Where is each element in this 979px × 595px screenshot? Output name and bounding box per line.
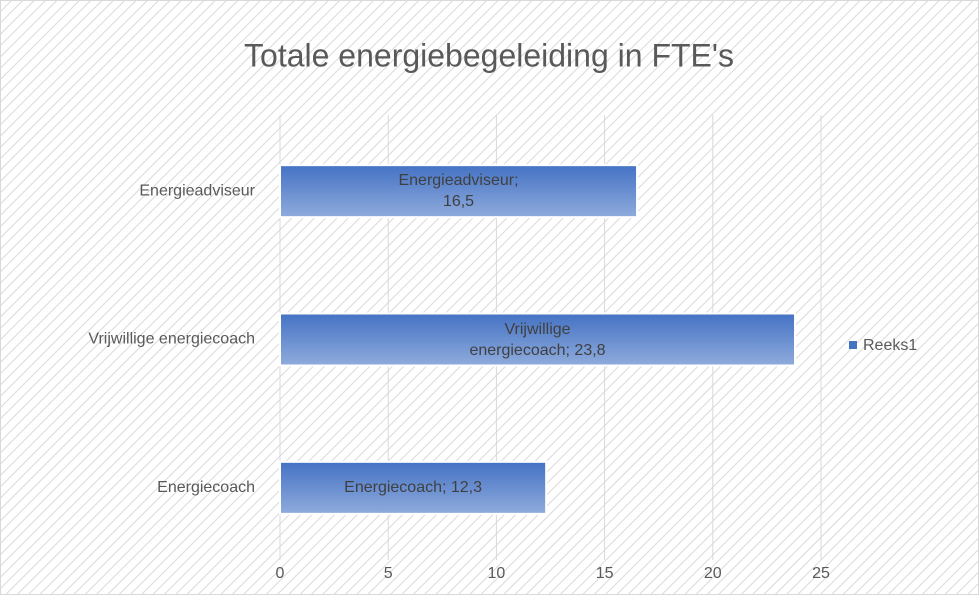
x-tick-label: 25 xyxy=(812,565,830,582)
bar xyxy=(279,312,797,367)
y-tick-label: Energieadviseur xyxy=(139,182,255,199)
data-label: Energieadviseur; 16,5 xyxy=(398,172,519,211)
chart-title: Totale energiebegeleiding in FTE's xyxy=(244,37,734,73)
data-label: Vrijwillige energiecoach; 23,8 xyxy=(469,320,606,359)
y-tick-label: Energiecoach xyxy=(157,479,255,496)
bar xyxy=(279,460,548,515)
data-label: Energiecoach; 12,3 xyxy=(344,479,483,497)
x-tick-label: 20 xyxy=(704,565,722,582)
bar xyxy=(279,164,639,219)
x-tick-label: 0 xyxy=(276,565,285,582)
legend-label: Reeks1 xyxy=(863,337,917,354)
y-tick-label: Vrijwillige energiecoach xyxy=(88,331,255,348)
x-tick-label: 5 xyxy=(384,565,393,582)
x-tick-label: 15 xyxy=(596,565,614,582)
legend-swatch xyxy=(849,341,857,349)
x-tick-label: 10 xyxy=(488,565,506,582)
